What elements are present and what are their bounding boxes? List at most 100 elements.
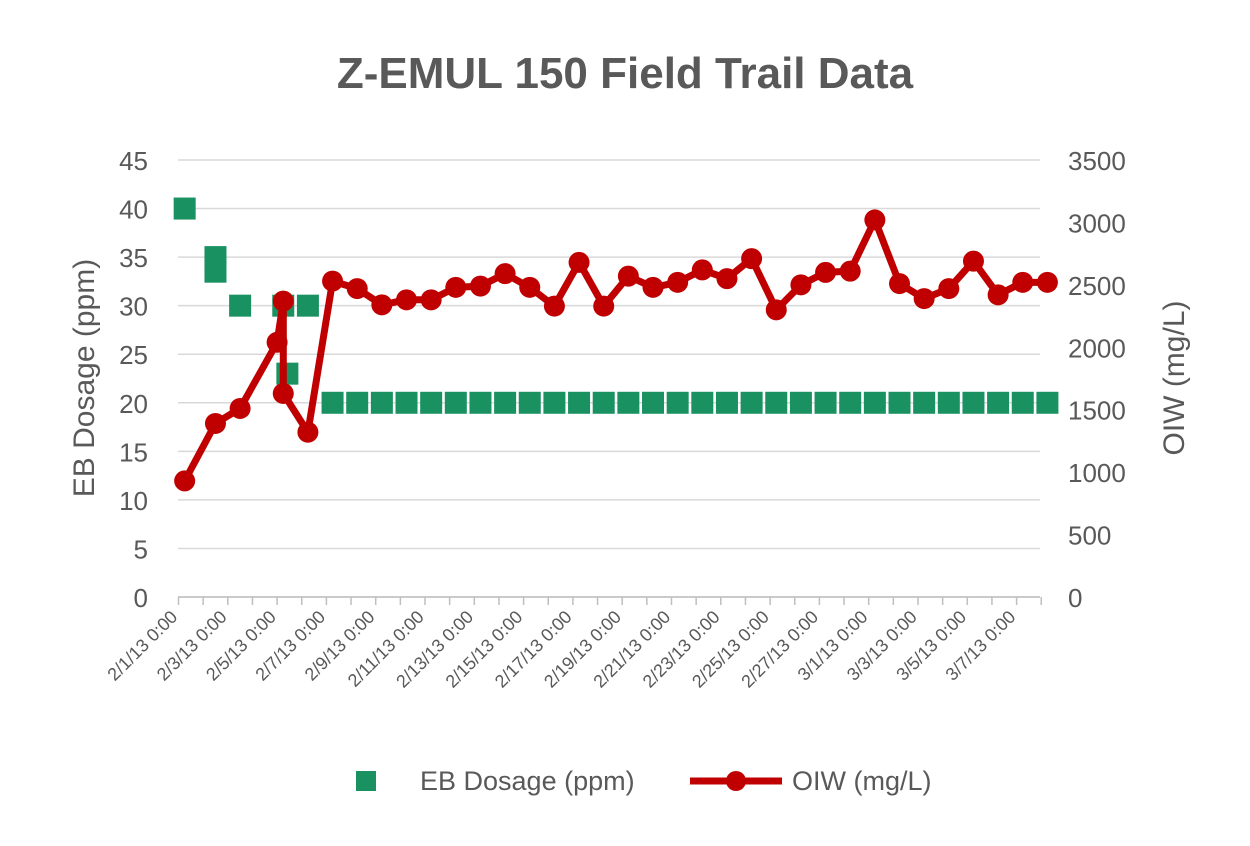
oiw-point: [593, 295, 615, 317]
oiw-point: [889, 273, 911, 295]
right-tick-label: 1500: [1068, 396, 1126, 426]
eb-dosage-point: [715, 391, 738, 414]
oiw-point: [815, 261, 837, 283]
legend-oiw-label: OIW (mg/L): [792, 766, 932, 796]
eb-dosage-point: [229, 294, 252, 317]
eb-dosage-point: [444, 391, 467, 414]
oiw-point: [174, 470, 196, 492]
eb-dosage-point: [962, 391, 985, 414]
oiw-point: [568, 251, 590, 273]
x-axis: 2/1/13 0:002/3/13 0:002/5/13 0:002/7/13 …: [103, 596, 1042, 692]
oiw-point: [617, 265, 639, 287]
oiw-point: [1036, 271, 1058, 293]
oiw-point: [204, 412, 226, 434]
oiw-point: [962, 250, 984, 272]
oiw-point: [790, 274, 812, 296]
oiw-point: [839, 260, 861, 282]
eb-dosage-point: [937, 391, 960, 414]
legend-dosage-label: EB Dosage (ppm): [420, 766, 635, 796]
oiw-point: [519, 276, 541, 298]
left-tick-label: 35: [119, 243, 148, 273]
left-tick-label: 30: [119, 292, 148, 322]
eb-dosage-point: [642, 391, 665, 414]
left-axis-label: EB Dosage (ppm): [68, 259, 101, 497]
oiw-point: [469, 275, 491, 297]
right-tick-label: 3500: [1068, 146, 1126, 176]
right-tick-label: 500: [1068, 521, 1111, 551]
legend: EB Dosage (ppm) OIW (mg/L): [356, 766, 932, 796]
oiw-series: [174, 209, 1058, 492]
oiw-point: [987, 284, 1009, 306]
eb-dosage-point: [888, 391, 911, 414]
oiw-point: [691, 259, 713, 281]
left-tick-label: 5: [134, 534, 148, 564]
oiw-point: [297, 421, 319, 443]
left-tick-label: 15: [119, 437, 148, 467]
eb-dosage-point: [276, 362, 299, 385]
eb-dosage-point: [296, 294, 319, 317]
right-tick-label: 1000: [1068, 458, 1126, 488]
oiw-point: [494, 263, 516, 285]
eb-dosage-point: [321, 391, 344, 414]
oiw-point: [543, 295, 565, 317]
oiw-point: [864, 209, 886, 231]
oiw-point: [272, 290, 294, 312]
left-tick-label: 20: [119, 389, 148, 419]
eb-dosage-point: [494, 391, 517, 414]
right-tick-label: 3000: [1068, 208, 1126, 238]
eb-dosage-point: [543, 391, 566, 414]
right-axis-label: OIW (mg/L): [1158, 301, 1191, 456]
oiw-point: [266, 331, 288, 353]
oiw-point: [913, 288, 935, 310]
oiw-point: [322, 270, 344, 292]
eb-dosage-point: [913, 391, 936, 414]
oiw-point: [346, 278, 368, 300]
gridlines: [178, 159, 1040, 598]
eb-dosage-point: [420, 391, 443, 414]
eb-dosage-point: [204, 260, 227, 283]
left-tick-label: 25: [119, 340, 148, 370]
oiw-point: [272, 382, 294, 404]
oiw-point: [396, 289, 418, 311]
eb-dosage-point: [666, 391, 689, 414]
oiw-point: [371, 294, 393, 316]
legend-dosage-marker: [356, 771, 376, 791]
eb-dosage-point: [370, 391, 393, 414]
oiw-point: [229, 397, 251, 419]
oiw-point: [667, 271, 689, 293]
eb-dosage-point: [740, 391, 763, 414]
eb-dosage-point: [173, 197, 196, 220]
left-axis-ticks: 0 5 10 15 20 25 30 35 40 45: [119, 146, 148, 613]
eb-dosage-point: [518, 391, 541, 414]
oiw-line: [181, 216, 1051, 485]
right-tick-label: 0: [1068, 583, 1082, 613]
oiw-point: [938, 278, 960, 300]
eb-dosage-point: [346, 391, 369, 414]
left-tick-label: 10: [119, 486, 148, 516]
eb-dosage-point: [863, 391, 886, 414]
right-axis-ticks: 0 500 1000 1500 2000 2500 3000 3500: [1068, 146, 1126, 613]
eb-dosage-point: [789, 391, 812, 414]
legend-oiw-marker: [726, 771, 746, 791]
eb-dosage-point: [814, 391, 837, 414]
right-tick-label: 2000: [1068, 333, 1126, 363]
right-tick-label: 2500: [1068, 271, 1126, 301]
oiw-point: [642, 276, 664, 298]
eb-dosage-point: [691, 391, 714, 414]
oiw-point: [445, 276, 467, 298]
eb-dosage-series: [173, 197, 1059, 414]
chart-title: Z-EMUL 150 Field Trail Data: [337, 49, 914, 98]
eb-dosage-point: [592, 391, 615, 414]
left-tick-label: 45: [119, 146, 148, 176]
oiw-point: [716, 268, 738, 290]
eb-dosage-point: [987, 391, 1010, 414]
oiw-point: [765, 299, 787, 321]
eb-dosage-point: [617, 391, 640, 414]
oiw-point: [420, 289, 442, 311]
eb-dosage-point: [568, 391, 591, 414]
eb-dosage-point: [765, 391, 788, 414]
eb-dosage-point: [839, 391, 862, 414]
eb-dosage-point: [1011, 391, 1034, 414]
